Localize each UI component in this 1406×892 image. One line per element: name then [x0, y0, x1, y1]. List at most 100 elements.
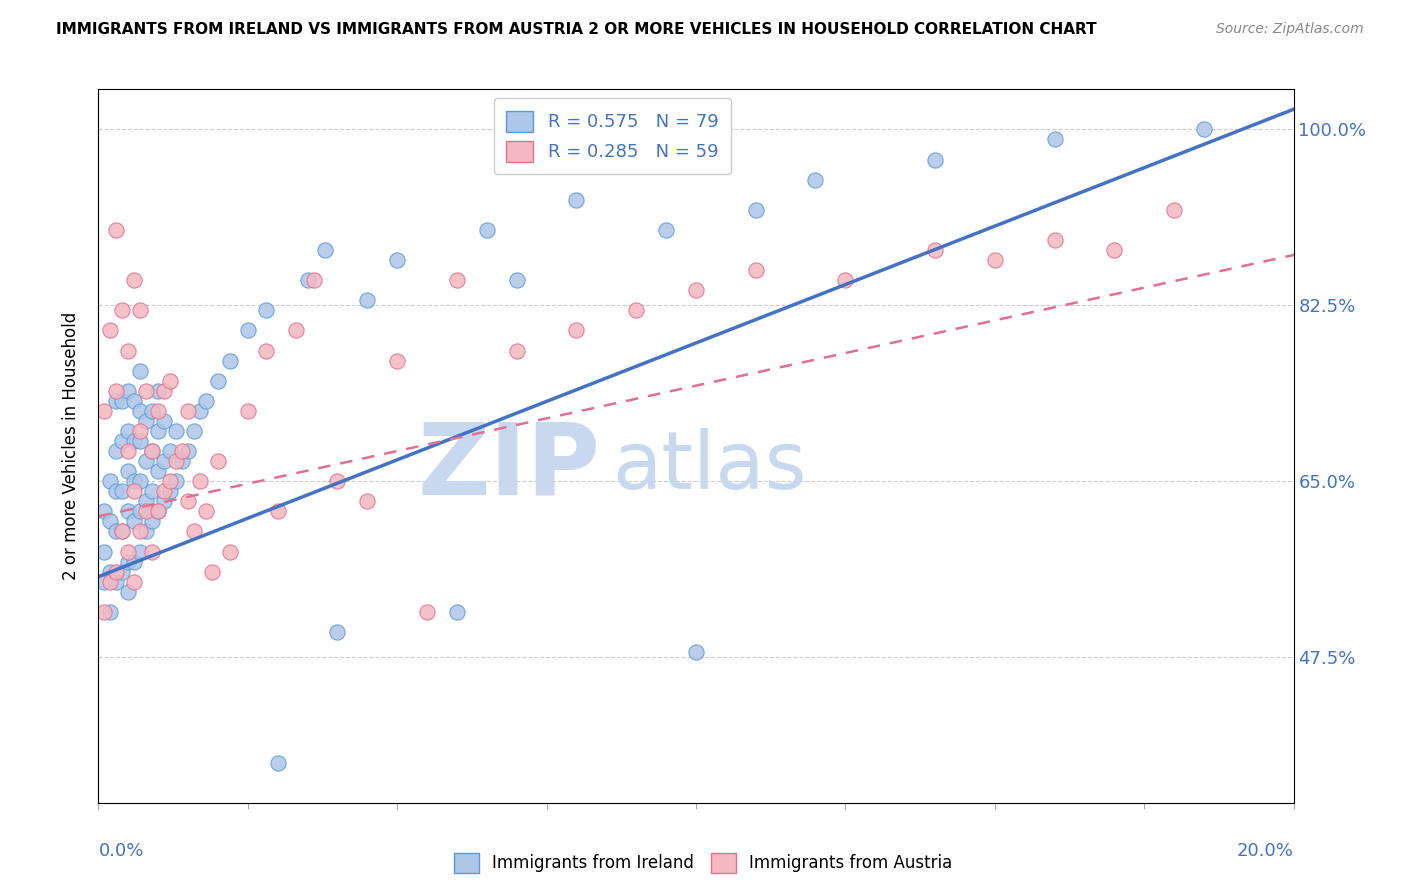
Point	[105, 574, 128, 589]
Point	[111, 303, 134, 318]
Point	[284, 323, 307, 337]
Point	[117, 424, 139, 438]
Text: 0.0%: 0.0%	[98, 842, 143, 860]
Point	[148, 504, 170, 518]
Point	[356, 293, 378, 308]
Point	[254, 303, 277, 318]
Point	[745, 263, 768, 277]
Point	[685, 283, 707, 297]
Point	[98, 565, 122, 579]
Point	[117, 444, 139, 458]
Point	[159, 474, 181, 488]
Text: IMMIGRANTS FROM IRELAND VS IMMIGRANTS FROM AUSTRIA 2 OR MORE VEHICLES IN HOUSEHO: IMMIGRANTS FROM IRELAND VS IMMIGRANTS FR…	[56, 22, 1097, 37]
Point	[159, 374, 181, 388]
Point	[219, 544, 242, 558]
Point	[93, 504, 115, 518]
Point	[111, 434, 134, 448]
Point	[117, 544, 139, 558]
Point	[188, 404, 211, 418]
Point	[93, 605, 115, 619]
Point	[565, 193, 588, 207]
Point	[183, 524, 205, 539]
Point	[172, 454, 194, 468]
Point	[254, 343, 277, 358]
Point	[297, 273, 319, 287]
Point	[834, 273, 856, 287]
Point	[124, 273, 146, 287]
Point	[93, 574, 115, 589]
Point	[804, 172, 827, 186]
Point	[183, 424, 205, 438]
Point	[506, 273, 529, 287]
Point	[98, 515, 122, 529]
Point	[98, 605, 122, 619]
Point	[685, 645, 707, 659]
Point	[141, 404, 163, 418]
Text: 20.0%: 20.0%	[1237, 842, 1294, 860]
Point	[984, 253, 1007, 268]
Point	[105, 393, 128, 408]
Point	[315, 243, 337, 257]
Point	[153, 484, 176, 499]
Point	[129, 524, 152, 539]
Point	[117, 464, 139, 478]
Point	[159, 444, 181, 458]
Point	[148, 504, 170, 518]
Point	[267, 756, 290, 770]
Point	[124, 555, 146, 569]
Point	[129, 363, 152, 377]
Point	[117, 343, 139, 358]
Point	[117, 384, 139, 398]
Point	[135, 504, 157, 518]
Point	[745, 202, 768, 217]
Point	[111, 524, 134, 539]
Point	[105, 524, 128, 539]
Point	[207, 374, 229, 388]
Point	[93, 544, 115, 558]
Point	[135, 384, 157, 398]
Point	[153, 384, 176, 398]
Point	[148, 424, 170, 438]
Point	[117, 584, 139, 599]
Point	[177, 494, 200, 508]
Point	[1104, 243, 1126, 257]
Point	[924, 243, 946, 257]
Point	[207, 454, 229, 468]
Point	[195, 393, 218, 408]
Point	[165, 454, 187, 468]
Point	[1043, 233, 1066, 247]
Point	[124, 574, 146, 589]
Point	[153, 494, 176, 508]
Point	[141, 544, 163, 558]
Point	[1163, 202, 1185, 217]
Point	[129, 504, 152, 518]
Point	[148, 464, 170, 478]
Point	[475, 223, 498, 237]
Point	[141, 515, 163, 529]
Point	[385, 353, 409, 368]
Point	[111, 565, 134, 579]
Point	[153, 414, 176, 428]
Point	[236, 404, 259, 418]
Legend: Immigrants from Ireland, Immigrants from Austria: Immigrants from Ireland, Immigrants from…	[447, 847, 959, 880]
Point	[98, 323, 122, 337]
Point	[148, 384, 170, 398]
Point	[302, 273, 325, 287]
Legend: R = 0.575   N = 79, R = 0.285   N = 59: R = 0.575 N = 79, R = 0.285 N = 59	[494, 98, 731, 174]
Point	[111, 524, 134, 539]
Point	[135, 454, 157, 468]
Point	[129, 544, 152, 558]
Point	[111, 393, 134, 408]
Point	[105, 565, 128, 579]
Point	[124, 434, 146, 448]
Text: Source: ZipAtlas.com: Source: ZipAtlas.com	[1216, 22, 1364, 37]
Point	[1043, 132, 1066, 146]
Point	[124, 474, 146, 488]
Point	[105, 223, 128, 237]
Point	[201, 565, 224, 579]
Point	[655, 223, 678, 237]
Point	[124, 515, 146, 529]
Point	[135, 414, 157, 428]
Point	[165, 474, 187, 488]
Point	[267, 504, 290, 518]
